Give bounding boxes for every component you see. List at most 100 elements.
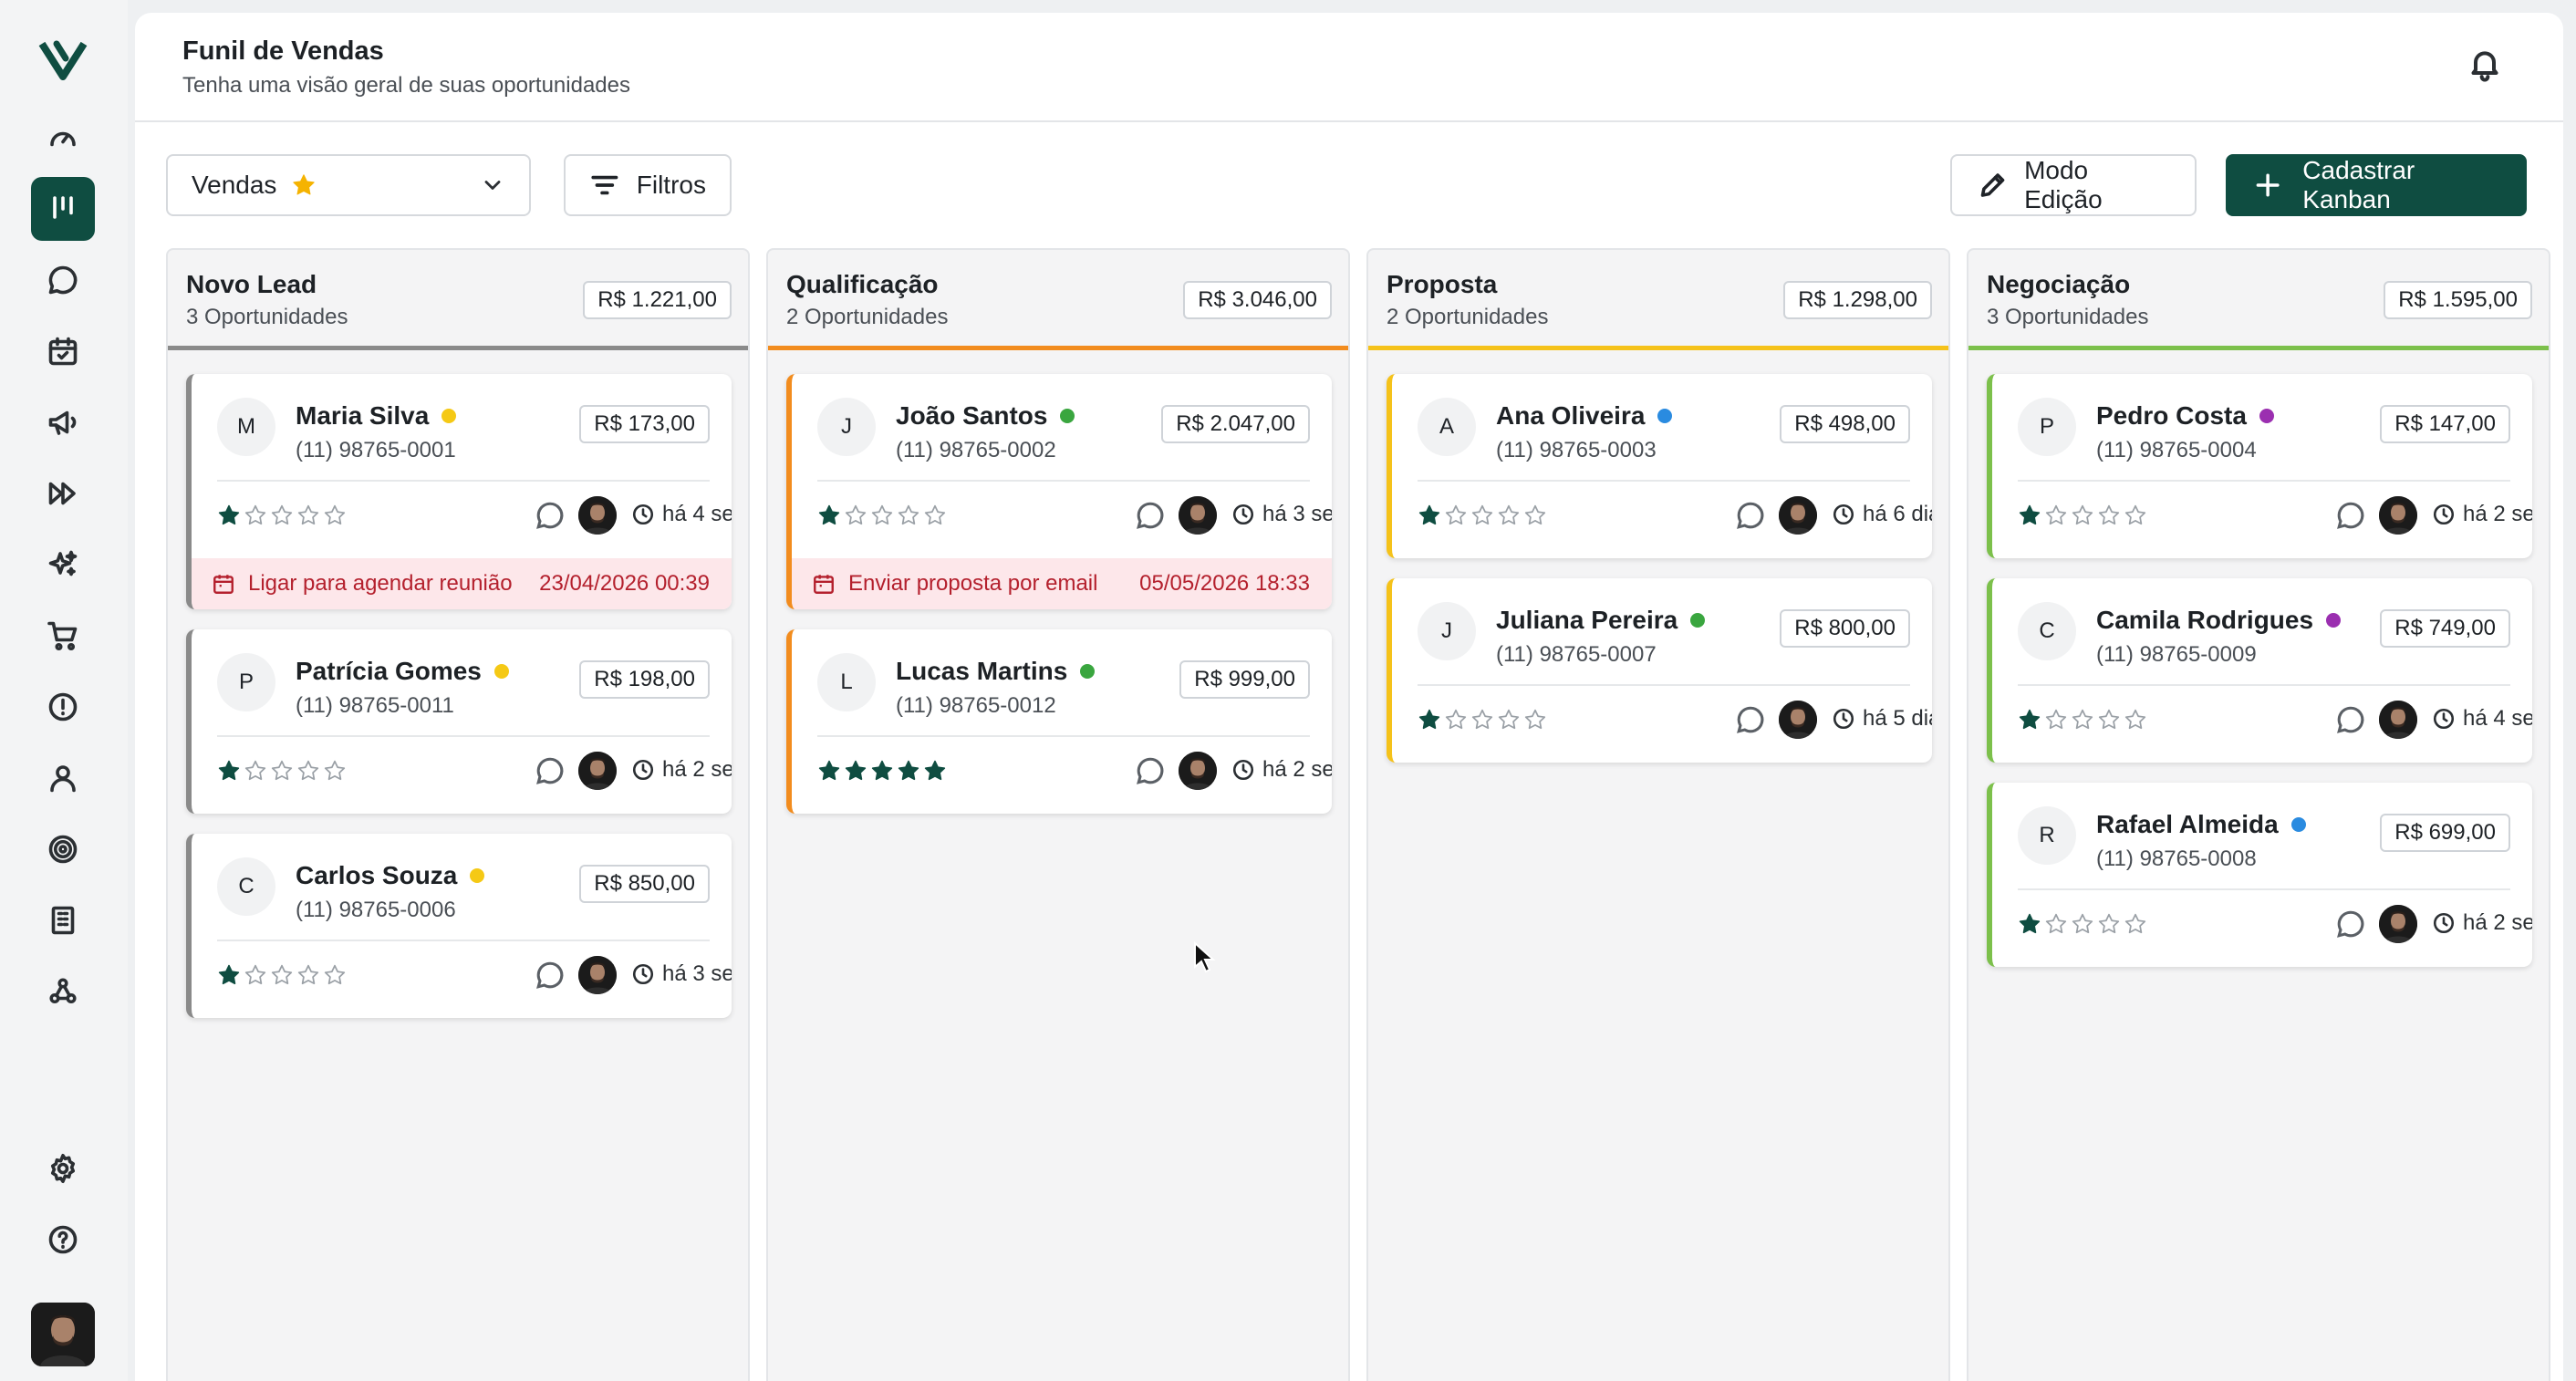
sidebar-item-kanban[interactable] bbox=[31, 177, 95, 241]
star-filled-icon[interactable] bbox=[844, 759, 867, 783]
owner-avatar[interactable] bbox=[1179, 752, 1217, 790]
star-outline-icon[interactable] bbox=[870, 504, 894, 527]
rating-stars[interactable] bbox=[2018, 504, 2147, 527]
star-outline-icon[interactable] bbox=[897, 504, 920, 527]
star-outline-icon[interactable] bbox=[2124, 708, 2147, 732]
star-filled-icon[interactable] bbox=[870, 759, 894, 783]
star-filled-icon[interactable] bbox=[2018, 912, 2041, 936]
opportunity-card[interactable]: C Carlos Souza (11) 98765-0006 R$ 850,00 há … bbox=[186, 834, 732, 1018]
sidebar-item-automations[interactable] bbox=[31, 462, 95, 525]
rating-stars[interactable] bbox=[817, 504, 947, 527]
star-filled-icon[interactable] bbox=[2018, 708, 2041, 732]
star-filled-icon[interactable] bbox=[1418, 504, 1441, 527]
star-filled-icon[interactable] bbox=[923, 759, 947, 783]
sidebar-item-help[interactable] bbox=[31, 1208, 95, 1272]
star-outline-icon[interactable] bbox=[1497, 504, 1521, 527]
star-outline-icon[interactable] bbox=[1470, 708, 1494, 732]
star-outline-icon[interactable] bbox=[2097, 504, 2121, 527]
star-outline-icon[interactable] bbox=[2044, 708, 2068, 732]
star-filled-icon[interactable] bbox=[217, 759, 241, 783]
rating-stars[interactable] bbox=[217, 759, 347, 783]
chat-button[interactable] bbox=[1735, 704, 1766, 735]
sidebar-item-settings[interactable] bbox=[31, 1137, 95, 1200]
sidebar-item-ai[interactable] bbox=[31, 533, 95, 597]
task-reminder[interactable]: Ligar para agendar reunião 23/04/2026 00:… bbox=[192, 558, 732, 609]
chat-button[interactable] bbox=[1135, 755, 1166, 786]
star-outline-icon[interactable] bbox=[1444, 708, 1468, 732]
chat-button[interactable] bbox=[2335, 704, 2366, 735]
star-filled-icon[interactable] bbox=[817, 504, 841, 527]
chat-button[interactable] bbox=[535, 960, 566, 991]
sidebar-item-contacts[interactable] bbox=[31, 746, 95, 810]
sidebar-item-alerts[interactable] bbox=[31, 675, 95, 739]
star-outline-icon[interactable] bbox=[296, 963, 320, 987]
opportunity-card[interactable]: L Lucas Martins (11) 98765-0012 R$ 999,00 há… bbox=[786, 629, 1332, 814]
chat-button[interactable] bbox=[1135, 500, 1166, 531]
chat-button[interactable] bbox=[535, 500, 566, 531]
star-filled-icon[interactable] bbox=[2018, 504, 2041, 527]
owner-avatar[interactable] bbox=[1179, 496, 1217, 535]
star-outline-icon[interactable] bbox=[2071, 708, 2094, 732]
owner-avatar[interactable] bbox=[2379, 905, 2417, 943]
avatar[interactable] bbox=[31, 1303, 95, 1366]
star-filled-icon[interactable] bbox=[217, 504, 241, 527]
chat-button[interactable] bbox=[2335, 909, 2366, 940]
star-outline-icon[interactable] bbox=[2097, 708, 2121, 732]
rating-stars[interactable] bbox=[2018, 912, 2147, 936]
star-outline-icon[interactable] bbox=[270, 759, 294, 783]
task-reminder[interactable]: Enviar proposta por email 05/05/2026 18:3… bbox=[792, 558, 1332, 609]
rating-stars[interactable] bbox=[817, 759, 947, 783]
star-filled-icon[interactable] bbox=[217, 963, 241, 987]
opportunity-card[interactable]: P Pedro Costa (11) 98765-0004 R$ 147,00 há 2… bbox=[1987, 374, 2532, 558]
star-outline-icon[interactable] bbox=[1444, 504, 1468, 527]
star-outline-icon[interactable] bbox=[1523, 504, 1547, 527]
star-outline-icon[interactable] bbox=[244, 504, 267, 527]
owner-avatar[interactable] bbox=[2379, 496, 2417, 535]
sidebar-item-companies[interactable] bbox=[31, 888, 95, 952]
edit-mode-button[interactable]: Modo Edição bbox=[1950, 154, 2197, 216]
opportunity-card[interactable]: R Rafael Almeida (11) 98765-0008 R$ 699,00 h… bbox=[1987, 783, 2532, 967]
opportunity-card[interactable]: P Patrícia Gomes (11) 98765-0011 R$ 198,00 h… bbox=[186, 629, 732, 814]
opportunity-card[interactable]: J João Santos (11) 98765-0002 R$ 2.047,00 há… bbox=[786, 374, 1332, 609]
star-outline-icon[interactable] bbox=[296, 504, 320, 527]
star-outline-icon[interactable] bbox=[296, 759, 320, 783]
owner-avatar[interactable] bbox=[1779, 701, 1817, 739]
rating-stars[interactable] bbox=[217, 504, 347, 527]
rating-stars[interactable] bbox=[217, 963, 347, 987]
pipeline-select[interactable]: Vendas bbox=[166, 154, 531, 216]
sidebar-item-store[interactable] bbox=[31, 604, 95, 668]
star-filled-icon[interactable] bbox=[897, 759, 920, 783]
sidebar-item-dashboard[interactable] bbox=[31, 106, 95, 170]
star-outline-icon[interactable] bbox=[2044, 504, 2068, 527]
owner-avatar[interactable] bbox=[2379, 701, 2417, 739]
star-outline-icon[interactable] bbox=[1523, 708, 1547, 732]
star-outline-icon[interactable] bbox=[270, 963, 294, 987]
create-kanban-button[interactable]: Cadastrar Kanban bbox=[2226, 154, 2527, 216]
opportunity-card[interactable]: C Camila Rodrigues (11) 98765-0009 R$ 749,0… bbox=[1987, 578, 2532, 763]
opportunity-card[interactable]: A Ana Oliveira (11) 98765-0003 R$ 498,00 há … bbox=[1387, 374, 1932, 558]
star-outline-icon[interactable] bbox=[844, 504, 867, 527]
star-filled-icon[interactable] bbox=[1418, 708, 1441, 732]
star-outline-icon[interactable] bbox=[2124, 912, 2147, 936]
star-outline-icon[interactable] bbox=[323, 963, 347, 987]
filters-button[interactable]: Filtros bbox=[564, 154, 732, 216]
star-outline-icon[interactable] bbox=[323, 759, 347, 783]
chat-button[interactable] bbox=[1735, 500, 1766, 531]
star-outline-icon[interactable] bbox=[2044, 912, 2068, 936]
star-outline-icon[interactable] bbox=[923, 504, 947, 527]
star-outline-icon[interactable] bbox=[270, 504, 294, 527]
star-outline-icon[interactable] bbox=[2071, 504, 2094, 527]
owner-avatar[interactable] bbox=[1779, 496, 1817, 535]
opportunity-card[interactable]: M Maria Silva (11) 98765-0001 R$ 173,00 há 4… bbox=[186, 374, 732, 609]
star-outline-icon[interactable] bbox=[2124, 504, 2147, 527]
sidebar-item-goals[interactable] bbox=[31, 817, 95, 881]
owner-avatar[interactable] bbox=[578, 496, 617, 535]
star-outline-icon[interactable] bbox=[2097, 912, 2121, 936]
chat-button[interactable] bbox=[535, 755, 566, 786]
sidebar-item-webhooks[interactable] bbox=[31, 960, 95, 1023]
sidebar-item-campaigns[interactable] bbox=[31, 390, 95, 454]
star-outline-icon[interactable] bbox=[2071, 912, 2094, 936]
owner-avatar[interactable] bbox=[578, 752, 617, 790]
rating-stars[interactable] bbox=[1418, 708, 1547, 732]
star-outline-icon[interactable] bbox=[323, 504, 347, 527]
